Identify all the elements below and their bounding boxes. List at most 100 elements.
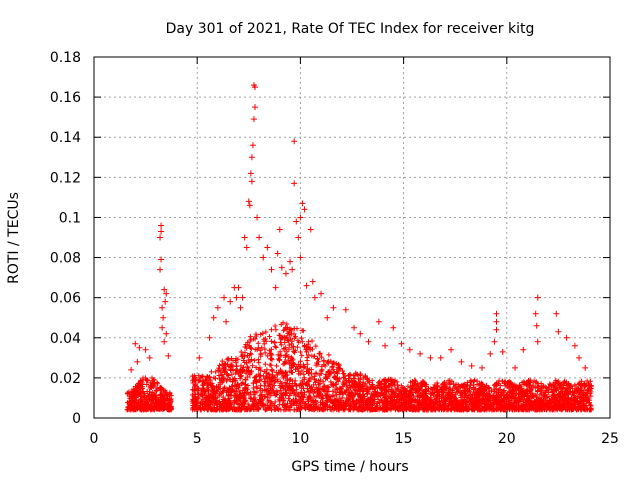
dense-point — [289, 383, 295, 389]
dense-point — [521, 380, 527, 386]
dense-point — [150, 405, 156, 411]
dense-point — [321, 407, 327, 413]
dense-point — [316, 359, 322, 365]
dense-point — [164, 407, 170, 413]
dense-point — [293, 397, 299, 403]
dense-point — [151, 400, 157, 406]
dense-point — [450, 389, 456, 395]
dense-point — [565, 404, 571, 410]
dense-point — [211, 389, 217, 395]
dense-point — [418, 401, 424, 407]
dense-point — [272, 323, 278, 329]
data-point — [375, 318, 382, 325]
y-tick-label: 0.16 — [50, 90, 81, 106]
dense-point — [535, 400, 541, 406]
data-point — [214, 304, 221, 311]
dense-point — [218, 407, 224, 413]
dense-point — [291, 390, 297, 396]
dense-point — [345, 396, 351, 402]
dense-point — [436, 407, 442, 413]
dense-point — [233, 397, 239, 403]
dense-point — [544, 388, 550, 394]
dense-point — [316, 382, 322, 388]
data-point — [487, 350, 494, 357]
dense-point — [552, 407, 558, 413]
dense-point — [487, 394, 493, 400]
data-point — [493, 318, 500, 325]
dense-point — [479, 405, 485, 411]
dense-point — [222, 384, 228, 390]
dense-point — [525, 398, 531, 404]
dense-point — [251, 406, 257, 412]
dense-point — [199, 392, 205, 398]
dense-point — [213, 406, 219, 412]
dense-point — [512, 387, 518, 393]
dense-point — [317, 406, 323, 412]
dense-point — [227, 385, 233, 391]
dense-point — [587, 402, 593, 408]
chart-title: Day 301 of 2021, Rate Of TEC Index for r… — [166, 21, 535, 37]
dense-point — [327, 368, 333, 374]
dense-point — [334, 407, 340, 413]
dense-point — [331, 369, 337, 375]
data-point — [248, 178, 255, 185]
dense-point — [469, 400, 475, 406]
dense-point — [367, 386, 373, 392]
dense-point — [139, 404, 145, 410]
data-point — [161, 338, 168, 345]
data-point — [128, 366, 135, 373]
dense-point — [288, 390, 294, 396]
dense-point — [543, 395, 549, 401]
dense-point — [191, 398, 197, 403]
dense-point — [250, 385, 256, 391]
dense-point — [398, 393, 404, 399]
dense-point — [319, 395, 325, 401]
dense-point — [406, 405, 412, 411]
y-tick-label: 0.12 — [50, 170, 81, 186]
x-tick-label: 20 — [498, 431, 516, 447]
dense-point — [436, 399, 442, 405]
dense-point — [578, 405, 584, 411]
dense-point — [464, 395, 470, 401]
dense-point — [286, 346, 292, 352]
dense-point — [130, 400, 136, 406]
dense-point — [412, 396, 418, 402]
dense-point — [356, 393, 362, 399]
dense-point — [388, 396, 394, 402]
dense-point — [337, 365, 343, 371]
dense-point — [579, 394, 585, 400]
dense-point — [324, 397, 330, 403]
dense-point — [245, 374, 251, 380]
dense-point — [483, 382, 489, 388]
dense-point — [467, 389, 473, 395]
dense-point — [419, 387, 425, 393]
axis-ticks — [93, 56, 611, 419]
dense-point — [193, 382, 199, 388]
data-point — [132, 340, 139, 347]
dense-point — [127, 396, 133, 402]
dense-point — [313, 343, 319, 349]
dense-point — [428, 391, 434, 397]
dense-point — [393, 388, 399, 394]
dense-point — [127, 403, 133, 409]
dense-point — [213, 401, 219, 407]
dense-point — [233, 370, 239, 376]
dense-point — [432, 390, 438, 396]
dense-point — [455, 403, 461, 409]
dense-point — [270, 377, 276, 383]
data-point — [246, 202, 253, 209]
dense-point — [272, 339, 278, 345]
dense-point — [126, 389, 132, 395]
data-point — [159, 324, 166, 331]
dense-point — [258, 331, 264, 337]
dense-point — [506, 388, 512, 394]
dense-point — [246, 392, 252, 398]
dense-point — [253, 331, 259, 337]
dense-point — [154, 385, 160, 391]
dense-point — [247, 359, 253, 365]
dense-point — [444, 407, 450, 413]
dense-point — [531, 398, 537, 404]
dense-point — [402, 391, 408, 397]
dense-point — [284, 321, 290, 327]
dense-point — [228, 389, 234, 395]
